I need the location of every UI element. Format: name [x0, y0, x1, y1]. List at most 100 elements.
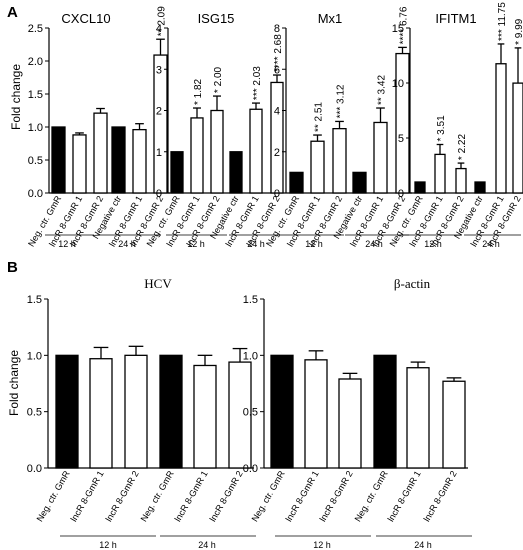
bar — [190, 117, 204, 194]
significance-label: *** 3.12 — [336, 84, 347, 118]
bar — [72, 134, 87, 194]
y-tick-label: 2.5 — [28, 23, 43, 35]
group-label: 12 h — [313, 540, 331, 550]
category-label: Neg. ctr. GmR — [250, 469, 287, 524]
y-tick-label: 1.5 — [28, 89, 43, 101]
chart-title: HCV — [144, 276, 172, 291]
bar — [229, 151, 243, 194]
y-axis-label-a: Fold change — [9, 64, 23, 130]
y-tick-label: 0.0 — [243, 463, 258, 475]
bar — [170, 151, 184, 194]
y-tick-label: 2 — [274, 147, 280, 159]
y-tick-label: 1.5 — [243, 294, 258, 306]
y-tick-label: 5 — [398, 133, 404, 145]
y-tick-label: 1.5 — [27, 294, 42, 306]
significance-label: * 1.82 — [193, 78, 204, 105]
y-tick-label: 4 — [156, 23, 162, 35]
y-tick-label: 4 — [274, 106, 280, 118]
panel-label-a: A — [7, 4, 18, 21]
y-tick-label: 2.0 — [28, 56, 43, 68]
y-tick-label: 15 — [392, 23, 404, 35]
group-label: 12 h — [58, 239, 76, 249]
bar — [352, 171, 367, 194]
y-tick-label: 0.5 — [28, 155, 43, 167]
y-tick-label: 1 — [156, 147, 162, 159]
bar — [55, 354, 79, 469]
group-label: 24 h — [118, 239, 136, 249]
bar — [373, 121, 388, 194]
bar — [210, 109, 224, 194]
chart-title: IFITM1 — [435, 11, 476, 26]
significance-label: **** 6.76 — [399, 6, 410, 44]
category-label: lncR 8-GmR 1 — [69, 469, 106, 523]
category-label: Neg. ctr. GmR — [35, 469, 72, 524]
category-label: lncR 8-GmR 1 — [284, 469, 321, 523]
group-label: 12 h — [424, 239, 442, 249]
bar — [434, 153, 446, 194]
y-tick-label: 1.0 — [27, 350, 42, 362]
y-tick-label: 10 — [392, 78, 404, 90]
chart-title: CXCL10 — [61, 11, 110, 26]
significance-label: **** 2.68 — [273, 34, 284, 72]
bar — [512, 82, 523, 194]
significance-label: ** 2.51 — [314, 102, 325, 132]
y-tick-label: 0 — [274, 188, 280, 200]
y-tick-label: 3 — [156, 64, 162, 76]
bar — [159, 354, 183, 469]
bar — [111, 126, 126, 194]
category-label: Neg. ctr. GmR — [353, 469, 390, 524]
y-tick-label: 8 — [274, 23, 280, 35]
group-label: 12 h — [187, 239, 205, 249]
bar — [474, 181, 486, 194]
group-label: 24 h — [365, 239, 383, 249]
bar — [132, 128, 147, 194]
y-tick-label: 0.5 — [243, 407, 258, 419]
significance-label: * 2.00 — [213, 66, 224, 93]
bar — [249, 108, 263, 194]
chart-title: β-actin — [394, 276, 431, 291]
y-tick-label: 2 — [156, 106, 162, 118]
category-label: lncR 8-GmR 1 — [173, 469, 210, 523]
significance-label: * 3.51 — [436, 115, 447, 142]
chart-title: Mx1 — [318, 11, 343, 26]
group-label: 24 h — [482, 239, 500, 249]
significance-label: * 9.99 — [514, 18, 523, 45]
group-label: 24 h — [414, 540, 432, 550]
bar — [414, 181, 426, 194]
bar — [270, 81, 284, 194]
bar — [442, 380, 466, 469]
significance-label: ** 3.42 — [377, 75, 388, 105]
y-axis-label-b: Fold change — [7, 350, 21, 416]
group-label: 24 h — [247, 239, 265, 249]
category-label: lncR 8-GmR 2 — [422, 469, 459, 523]
chart-title: ISG15 — [198, 11, 235, 26]
significance-label: ** 2.09 — [157, 6, 168, 36]
category-label: lncR 8-GmR 2 — [104, 469, 141, 523]
bar — [455, 167, 467, 194]
y-tick-label: 0.0 — [28, 188, 43, 200]
group-label: 12 h — [305, 239, 323, 249]
category-label: lncR 8-GmR 2 — [318, 469, 355, 523]
category-label: Neg. ctr. GmR — [139, 469, 176, 524]
bar — [406, 367, 430, 469]
bar — [124, 354, 148, 469]
bar — [338, 378, 362, 469]
category-label: lncR 8-GmR 1 — [386, 469, 423, 523]
y-tick-label: 0.5 — [27, 407, 42, 419]
y-tick-label: 1.0 — [28, 122, 43, 134]
group-label: 12 h — [99, 540, 117, 550]
category-label: lncR 8-GmR 2 — [208, 469, 245, 523]
significance-label: * 2.22 — [457, 134, 468, 161]
group-label: 24 h — [198, 540, 216, 550]
bar — [89, 358, 113, 469]
bar — [51, 126, 66, 194]
y-tick-label: 6 — [274, 64, 280, 76]
bar — [395, 52, 410, 194]
y-tick-label: 0.0 — [27, 463, 42, 475]
